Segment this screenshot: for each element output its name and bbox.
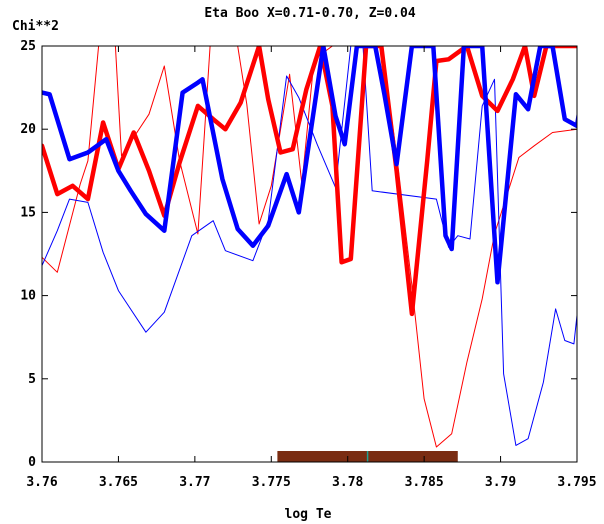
y-axis-label: Chi**2 <box>12 19 59 34</box>
x-tick-label: 3.795 <box>557 475 596 490</box>
series-layer <box>42 46 577 448</box>
y-tick-label: 10 <box>20 289 36 304</box>
chart-title: Eta Boo X=0.71-0.70, Z=0.04 <box>204 6 415 21</box>
y-tick-label: 25 <box>20 39 36 54</box>
y-tick-label: 15 <box>20 205 36 220</box>
confidence-band <box>277 451 458 462</box>
y-tick-label: 0 <box>28 455 36 470</box>
x-tick-label: 3.76 <box>26 475 57 490</box>
series-line-thin-blue <box>42 46 577 446</box>
y-tick-label: 5 <box>28 372 36 387</box>
y-tick-label: 20 <box>20 122 36 137</box>
x-tick-label: 3.77 <box>179 475 210 490</box>
x-tick-label: 3.765 <box>99 475 138 490</box>
series-line-thick-blue <box>42 46 577 285</box>
plot-frame <box>41 45 578 463</box>
x-tick-label: 3.775 <box>252 475 291 490</box>
x-tick-label: 3.78 <box>332 475 363 490</box>
series-line-thick-red <box>42 46 577 317</box>
x-axis-label: log Te <box>285 507 332 522</box>
x-tick-label: 3.785 <box>405 475 444 490</box>
tick-layer: 3.76 3.765 3.77 3.775 3.78 3.785 3.79 3.795 0 5 10… <box>20 39 596 490</box>
x-tick-label: 3.79 <box>485 475 516 490</box>
